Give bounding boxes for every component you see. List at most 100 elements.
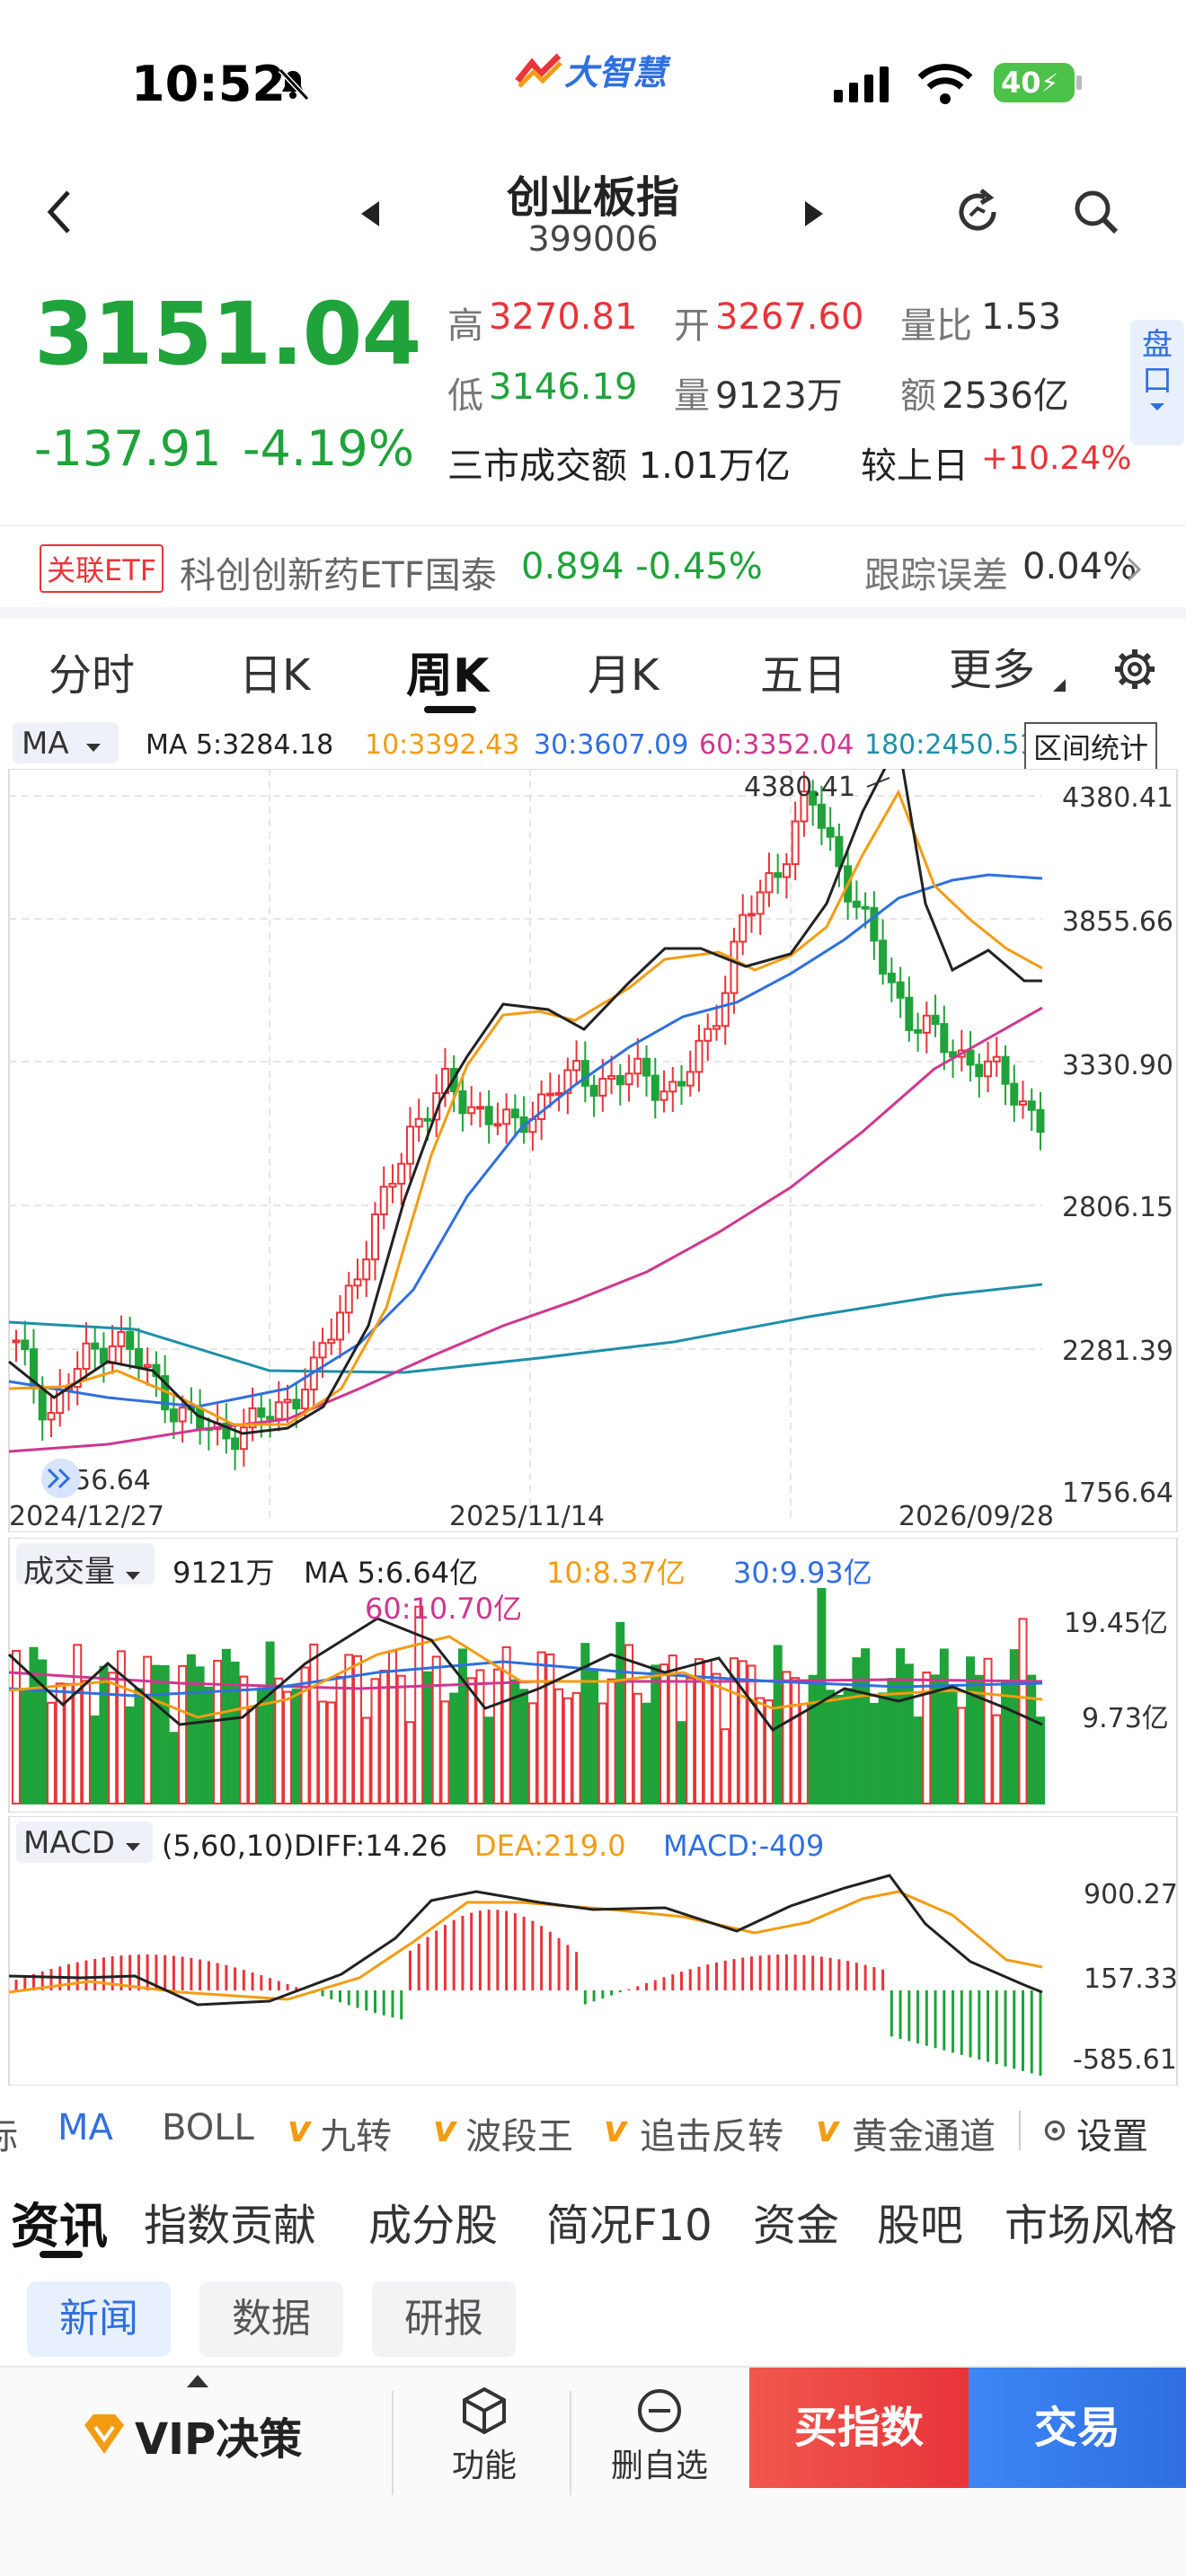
volume-bar: [580, 1643, 590, 1804]
candle-body: [169, 1408, 178, 1423]
function-button[interactable]: 功能: [435, 2386, 534, 2486]
pankou-button[interactable]: 盘口: [1130, 320, 1184, 446]
current-price: 3151.04: [34, 284, 421, 384]
volume-selector[interactable]: 成交量: [16, 1543, 155, 1590]
date-axis-mid: 2025/11/14: [449, 1501, 605, 1532]
candle-body: [21, 1339, 30, 1351]
volume-bar: [344, 1654, 354, 1804]
volume-bar: [1009, 1649, 1019, 1804]
volume-bar: [966, 1656, 976, 1804]
search-icon[interactable]: [1071, 187, 1121, 237]
ma10-legend: 10:3392.43: [365, 729, 520, 761]
volume-bar: [125, 1706, 135, 1805]
settings-gear-icon[interactable]: [1112, 647, 1157, 692]
volume-bar: [248, 1706, 258, 1805]
battery-cap: [1076, 75, 1082, 90]
volume-bar: [659, 1663, 669, 1804]
tab-period-month[interactable]: 月K: [588, 650, 659, 701]
back-icon[interactable]: [41, 187, 77, 237]
tab-period-day[interactable]: 日K: [239, 650, 311, 701]
section-tab-style[interactable]: 市场风格: [1005, 2201, 1178, 2251]
volume-bar: [484, 1716, 494, 1805]
kline-chart[interactable]: 4380.41 56.64 4380.41 3855.66 3330.90 28…: [0, 737, 1186, 1533]
volume-bar: [677, 1721, 686, 1804]
tab-period-more[interactable]: 更多: [949, 645, 1036, 695]
section-tab-f10[interactable]: 简况F10: [546, 2201, 712, 2251]
candle-body: [931, 1014, 940, 1026]
section-tab-news[interactable]: 资讯: [11, 2198, 108, 2254]
volume-bar: [817, 1587, 827, 1804]
v-badge-icon: v: [604, 2109, 628, 2150]
etf-name: 科创创新药ETF国泰: [180, 555, 497, 596]
ma10-line: [8, 789, 1043, 1426]
candle-body: [940, 1023, 949, 1054]
indicator-tab-jiuzhuan[interactable]: 九转: [320, 2116, 392, 2157]
volume-panel[interactable]: 成交量 9121万 MA 5:6.64亿 10:8.37亿 30:9.93亿 6…: [0, 1537, 1186, 1813]
prev-stock-icon[interactable]: [358, 199, 383, 228]
volume-bar: [992, 1714, 1002, 1804]
candle-body: [800, 790, 809, 823]
volume-svg[interactable]: [0, 1537, 1186, 1813]
candle-body: [327, 1338, 336, 1345]
tab-active-indicator: [424, 706, 476, 713]
volume-bar: [712, 1672, 721, 1804]
indicator-tab-boll[interactable]: BOLL: [162, 2107, 254, 2148]
volume-bar: [878, 1692, 888, 1804]
macd-selector[interactable]: MACD: [16, 1822, 153, 1863]
market-turnover: 三市成交额 1.01万亿: [447, 446, 791, 487]
candle-body: [257, 1407, 266, 1418]
indicator-tab-zhuiji[interactable]: 追击反转: [640, 2116, 783, 2157]
buy-index-button[interactable]: 买指数: [749, 2368, 969, 2488]
sub-tab-research[interactable]: 研报: [372, 2281, 516, 2357]
price-axis-5: 2281.39: [1062, 1336, 1173, 1367]
sub-tab-data[interactable]: 数据: [199, 2281, 343, 2357]
expand-up-icon[interactable]: [185, 2373, 210, 2389]
volume-bar: [457, 1648, 467, 1805]
divider: [570, 2391, 571, 2495]
tab-period-week[interactable]: 周K: [406, 649, 490, 703]
candle-body: [537, 1093, 546, 1120]
remove-watchlist-button[interactable]: 删自选: [597, 2386, 722, 2486]
indicator-tab-ma[interactable]: MA: [58, 2107, 113, 2148]
candle-body: [12, 1339, 21, 1344]
indicator-tab-boduan[interactable]: 波段王: [465, 2116, 573, 2157]
candle-body: [362, 1258, 371, 1281]
candle-body: [1019, 1100, 1028, 1106]
next-stock-icon[interactable]: [801, 199, 827, 228]
candle-body: [99, 1347, 108, 1364]
macd-svg[interactable]: [0, 1815, 1186, 2086]
indicator-tab-cut[interactable]: 标: [0, 2107, 18, 2159]
candle-body: [668, 1081, 677, 1093]
range-stats-button[interactable]: 区间统计: [1024, 722, 1158, 771]
logo-text: 大智慧: [564, 53, 668, 93]
volume-bar: [510, 1679, 520, 1804]
volume-bar: [283, 1690, 293, 1804]
price-axis-3: 3330.90: [1062, 1050, 1173, 1081]
tab-period-5day[interactable]: 五日: [760, 650, 847, 701]
section-tab-components[interactable]: 成分股: [368, 2201, 499, 2251]
minus-circle-icon: [638, 2389, 681, 2432]
vip-button[interactable]: VIP决策: [79, 2404, 302, 2466]
indicator-settings[interactable]: 设置: [1076, 2116, 1148, 2157]
section-tab-funds[interactable]: 资金: [753, 2201, 840, 2251]
indicator-tab-huangjin[interactable]: 黄金通道: [852, 2116, 996, 2157]
candle-body: [914, 1028, 923, 1034]
kline-svg[interactable]: 4380.41 56.64 4380.41 3855.66 3330.90 28…: [0, 737, 1186, 1533]
etf-row[interactable]: 关联ETF 科创创新药ETF国泰 0.894 -0.45% 跟踪误差 0.04%: [0, 530, 1186, 605]
divider: [0, 525, 1186, 526]
section-tab-forum[interactable]: 股吧: [877, 2201, 964, 2251]
macd-panel[interactable]: MACD (5,60,10)DIFF:14.26 DEA:219.0 MACD:…: [0, 1815, 1186, 2086]
volume-bar: [73, 1644, 83, 1804]
collapse-arrow-icon[interactable]: [41, 1459, 81, 1498]
candle-body: [782, 863, 791, 878]
ma-selector[interactable]: MA: [13, 722, 119, 763]
refresh-icon[interactable]: [951, 185, 1005, 239]
trade-button[interactable]: 交易: [969, 2368, 1186, 2488]
section-tab-contrib[interactable]: 指数贡献: [144, 2201, 317, 2251]
caret-down-icon: [125, 1572, 140, 1580]
sub-tab-news[interactable]: 新闻: [27, 2281, 171, 2357]
volume-bar: [387, 1650, 397, 1804]
date-axis-end: 2026/09/28: [898, 1501, 1054, 1532]
candle-body: [1010, 1082, 1019, 1106]
tab-period-fenshi[interactable]: 分时: [49, 650, 136, 701]
